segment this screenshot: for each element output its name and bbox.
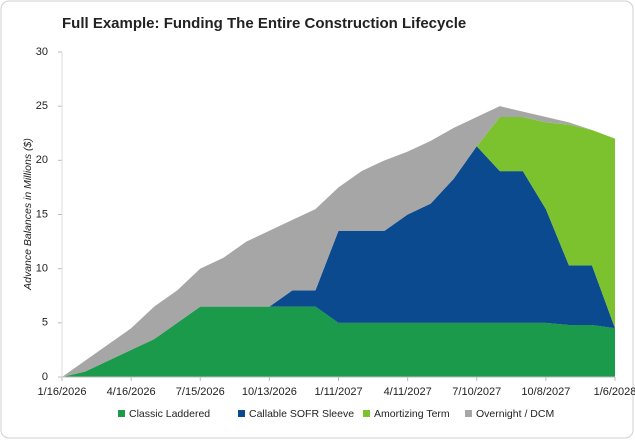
- area: [62, 146, 615, 377]
- y-tick-label: 0: [42, 371, 48, 383]
- legend-swatch: [118, 410, 125, 417]
- x-tick-label: 7/15/2026: [176, 386, 225, 398]
- y-axis-label: Advance Balances in Millions ($): [22, 138, 34, 291]
- x-tick-label: 1/16/2026: [38, 386, 87, 398]
- legend-label: Overnight / DCM: [476, 408, 554, 420]
- x-tick-label: 1/11/2027: [314, 386, 362, 398]
- legend-swatch: [238, 410, 245, 417]
- legend-swatch: [465, 410, 472, 417]
- x-tick-label: 4/11/2027: [384, 386, 432, 398]
- area: [62, 106, 615, 378]
- x-tick-label: 7/10/2027: [452, 386, 501, 398]
- y-tick-label: 25: [36, 100, 48, 112]
- y-tick-label: 5: [42, 317, 48, 329]
- legend-label: Amortizing Term: [374, 408, 450, 420]
- y-tick-label: 30: [36, 46, 48, 58]
- legend-label: Classic Laddered: [129, 408, 210, 420]
- legend-swatch: [363, 410, 370, 417]
- chart-title: Full Example: Funding The Entire Constru…: [62, 15, 466, 32]
- area: [62, 306, 615, 377]
- x-tick-label: 10/13/2026: [242, 386, 297, 398]
- area: [62, 117, 615, 377]
- y-tick-label: 15: [36, 208, 48, 220]
- y-tick-label: 10: [36, 263, 48, 275]
- x-tick-label: 1/6/2028: [594, 386, 635, 398]
- x-tick-label: 4/16/2026: [107, 386, 156, 398]
- legend-label: Callable SOFR Sleeve: [249, 408, 354, 420]
- y-tick-label: 20: [36, 154, 48, 166]
- x-tick-label: 10/8/2027: [521, 386, 570, 398]
